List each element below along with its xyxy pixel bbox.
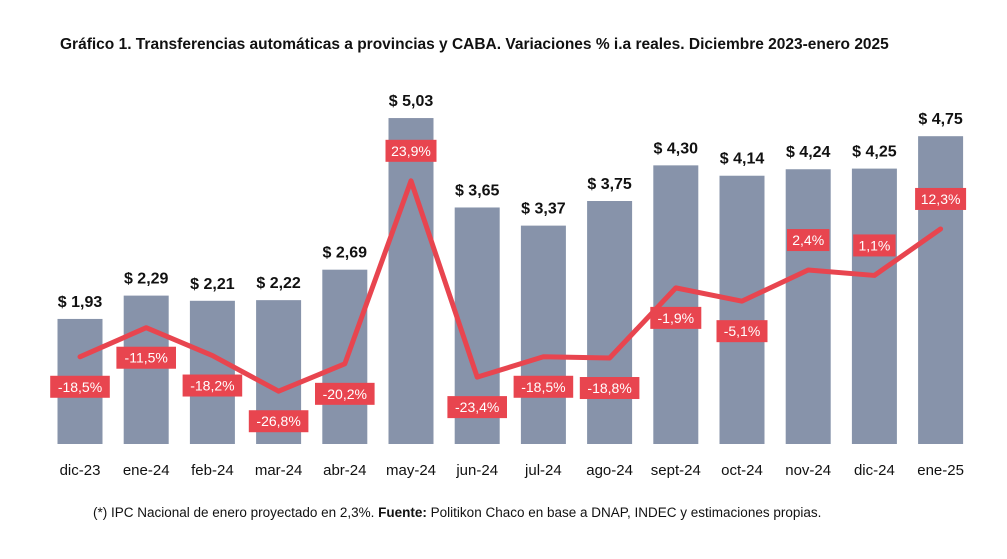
bar-value-label: $ 4,30 [654,140,699,157]
line-label-text: -23,4% [455,399,499,415]
x-tick-label: mar-24 [255,462,303,479]
line-label-box [579,377,640,400]
line-label-text: -11,5% [125,350,168,366]
line-value-label: -23,4% [447,396,507,419]
bar-feb-24 [189,300,235,444]
x-tick-label: jun-24 [455,462,498,479]
line-label-box [447,396,507,419]
bar-value-label: $ 2,22 [256,275,301,292]
x-tick-label: ene-25 [917,462,964,479]
bar-value-label: $ 4,24 [786,144,831,161]
bar-value-label: $ 2,69 [323,245,368,262]
x-tick-label: sept-24 [651,462,701,479]
variation-line [77,178,944,394]
bar-value-label: $ 4,14 [720,151,765,168]
x-tick-label: feb-24 [191,462,234,479]
line-label-text: -20,2% [323,386,367,402]
line-label-box [513,375,574,398]
line-layer [77,178,944,394]
bar-jul-24 [520,225,566,444]
line-value-label: -26,8% [248,410,309,433]
bar-value-label: $ 2,29 [124,271,169,288]
labels-layer: $ 1,93 dic-23 $ 2,29 ene-24 $ 2,21 feb-24 $ 2,… [50,93,967,479]
x-tick-label: abr-24 [323,462,366,479]
line-label-box [315,382,375,405]
line-label-text: -18,5% [58,379,102,395]
line-value-label: -18,8% [579,377,640,400]
line-label-box [385,139,437,162]
x-tick-label: ene-24 [123,462,170,479]
line-value-label: -1,9% [650,306,702,329]
bar-nov-24 [785,169,831,445]
line-label-box [116,346,176,369]
bar-value-label: $ 5,03 [389,93,434,110]
line-label-text: -18,2% [190,378,234,394]
bar-value-label: $ 4,25 [852,144,897,161]
x-tick-label: jul-24 [524,462,562,479]
bar-value-label: $ 3,75 [587,176,632,193]
bar-value-label: $ 2,21 [190,276,235,293]
line-label-box [248,410,309,433]
bar-value-label: $ 3,65 [455,182,500,199]
line-label-text: 23,9% [391,143,431,159]
line-value-label: -18,5% [50,375,110,398]
bar-value-label: $ 1,93 [58,294,103,311]
line-value-label: -20,2% [315,382,375,405]
line-value-label: 1,1% [853,234,896,257]
line-label-box [716,320,768,343]
line-label-box [182,374,243,397]
line-label-box [650,306,702,329]
bar-ago-24 [587,201,633,444]
x-tick-label: may-24 [386,462,436,479]
line-label-text: -18,5% [521,379,565,395]
line-label-text: 12,3% [921,191,961,207]
footnote-source-label: Fuente: [378,505,427,520]
line-value-label: 2,4% [787,229,830,252]
line-value-label: 12,3% [915,187,967,210]
line-label-box [50,375,110,398]
chart-title: Gráfico 1. Transferencias automáticas a … [60,36,889,53]
line-label-box [787,229,830,252]
line-label-text: -18,8% [587,380,631,396]
footnote: (*) IPC Nacional de enero proyectado en … [93,505,821,520]
bar-ene-24 [123,295,169,444]
x-tick-label: dic-24 [854,462,895,479]
line-value-label: -5,1% [716,320,768,343]
bar-may-24 [388,118,434,444]
line-label-text: -26,8% [256,413,300,429]
line-label-text: -5,1% [724,323,761,339]
bar-oct-24 [719,175,765,444]
x-tick-label: dic-23 [60,462,101,479]
line-value-label: -18,5% [513,375,574,398]
line-value-label: -18,2% [182,374,243,397]
line-label-text: 2,4% [792,232,824,248]
bar-value-label: $ 4,75 [918,111,963,128]
line-label-text: 1,1% [858,237,890,253]
footnote-prefix: (*) IPC Nacional de enero proyectado en … [93,505,379,520]
line-value-label: -11,5% [116,346,176,369]
footnote-source-text: Politikon Chaco en base a DNAP, INDEC y … [426,505,822,520]
x-tick-label: oct-24 [721,462,763,479]
bar-ene-25 [918,136,964,444]
x-tick-label: nov-24 [785,462,831,479]
line-value-label: 23,9% [385,139,437,162]
bar-dic-24 [851,168,897,444]
x-tick-label: ago-24 [586,462,633,479]
line-label-text: -1,9% [658,310,695,326]
line-label-box [853,234,896,257]
bar-value-label: $ 3,37 [521,201,566,218]
line-label-box [915,187,967,210]
